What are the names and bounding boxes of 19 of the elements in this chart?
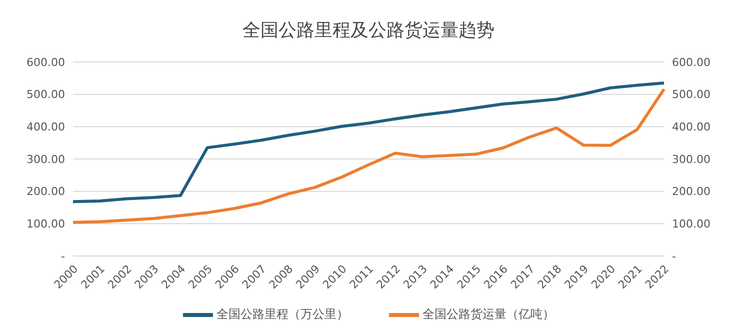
- y2-tick-label: 400.00: [672, 120, 710, 134]
- y-tick-label: 300.00: [26, 152, 65, 166]
- line-series: [72, 88, 666, 224]
- y2-tick-label: 300.00: [672, 152, 710, 166]
- y-tick-label: 100.00: [26, 218, 65, 231]
- line-series: [72, 82, 666, 204]
- y-tick-label: 200.00: [26, 185, 65, 198]
- y-tick-label: 600.00: [26, 56, 65, 69]
- y-tick-label: 400.00: [26, 120, 65, 134]
- y2-tick-label: 100.00: [672, 218, 710, 231]
- legend-label: 全国公路货运量（亿吨）: [422, 306, 554, 323]
- y2-tick-label: 500.00: [672, 88, 710, 102]
- y-tick-label: -: [61, 250, 66, 263]
- y2-tick-label: 200.00: [672, 185, 710, 198]
- chart-title: 全国公路里程及公路货运量趋势: [242, 19, 496, 43]
- y2-tick-label: 600.00: [672, 56, 710, 69]
- y2-tick-label: -: [672, 250, 676, 263]
- legend-label: 全国公路里程（万公里）: [216, 306, 348, 323]
- y-tick-label: 500.00: [26, 88, 65, 102]
